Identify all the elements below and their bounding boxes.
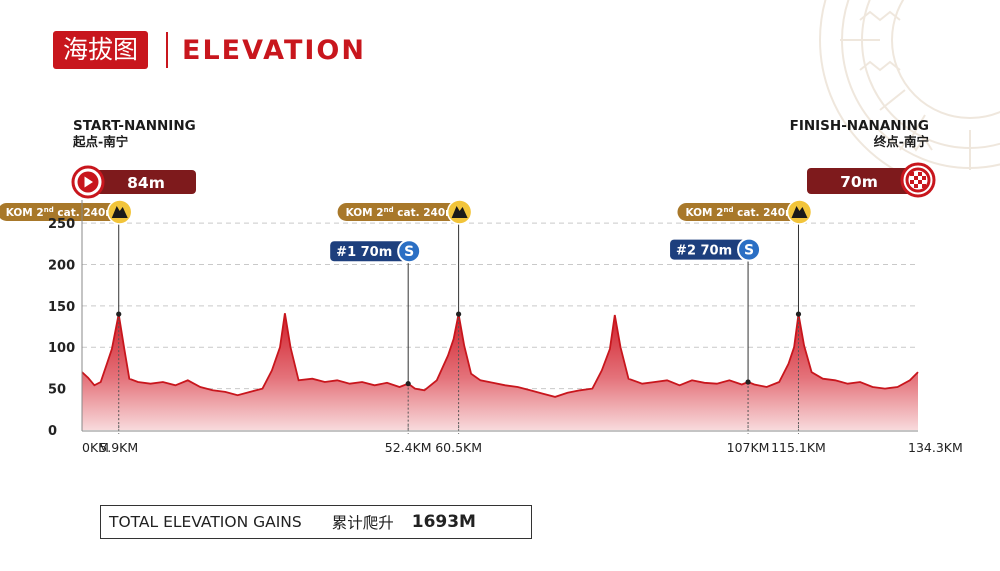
kom-point: [795, 311, 802, 317]
kom-label-pill: [0, 202, 120, 221]
start-label-cn: 起点-南宁: [73, 134, 129, 149]
kom-label-text: KOM 2nd cat. 240m: [6, 206, 117, 219]
checker-square: [922, 172, 926, 176]
finish-label-en: FINISH-NANANING: [789, 118, 929, 134]
kom-label-text: KOM 2nd cat. 240m: [346, 206, 457, 219]
total-elevation-box: TOTAL ELEVATION GAINS 累计爬升 1693M: [100, 505, 532, 539]
checker-square: [918, 180, 922, 184]
checker-ring: [905, 167, 931, 193]
start-elevation: 84m: [127, 174, 165, 192]
y-tick-label: 0: [48, 424, 57, 439]
elevation-line: [81, 313, 919, 398]
mountain-glyph: [451, 205, 468, 218]
checker-square: [918, 184, 922, 188]
sprint-label-pill: [670, 239, 749, 260]
x-tick-label: 60.5KM: [435, 440, 482, 455]
title-divider: [166, 32, 169, 68]
finish-badge-bar: [807, 168, 921, 194]
y-tick-label: 200: [48, 258, 75, 273]
checker-square: [914, 184, 918, 188]
y-tick-label: 100: [48, 341, 75, 356]
kom-point: [116, 311, 122, 317]
title-chinese: 海拔图: [53, 31, 149, 69]
checkered-flag-icon: [905, 167, 931, 193]
checker-square: [914, 172, 918, 176]
header: 海拔图 ELEVATION: [53, 31, 366, 69]
sprint-s-icon: [737, 237, 762, 262]
mountain-glyph: [111, 205, 128, 218]
start-badge: 84m: [71, 165, 196, 199]
checker-square: [914, 180, 918, 184]
x-tick-label: 107KM: [727, 440, 770, 455]
finish-badge: 70m: [807, 162, 936, 198]
mountain-glyph: [791, 205, 808, 218]
sprint-label-pill: [330, 241, 409, 262]
y-tick-label: 50: [48, 383, 66, 398]
elevation-area: [82, 313, 918, 430]
kom-label-pill: [677, 202, 800, 221]
x-tick-label: 0KM: [82, 440, 109, 455]
title-english: ELEVATION: [182, 34, 366, 66]
checker-square: [910, 172, 914, 176]
start-label: START-NANNING 起点-南宁: [73, 118, 196, 150]
sprint-point: [405, 381, 411, 387]
finish-elevation: 70m: [840, 173, 878, 191]
checker-square: [918, 176, 922, 180]
y-tick-label: 150: [48, 300, 75, 315]
checker-square: [910, 176, 914, 180]
sprint-point: [745, 379, 751, 385]
x-tick-label: 5.9KM: [99, 440, 138, 455]
start-badge-bar: [80, 170, 196, 194]
sprint-s-icon: [397, 239, 422, 264]
x-tick-label: 134.3KM: [908, 440, 963, 455]
play-icon-glyph: [84, 176, 93, 188]
kom-point: [456, 311, 462, 317]
checker-square: [910, 180, 914, 184]
finish-label-cn: 终点-南宁: [873, 134, 929, 149]
checker-square: [910, 184, 914, 188]
sprint-label-text: #1 70m: [336, 245, 392, 260]
sprint-s-glyph: S: [744, 243, 754, 259]
kom-label-text: KOM 2nd cat. 240m: [685, 206, 796, 219]
y-tick-label: 250: [48, 217, 75, 232]
x-tick-label: 52.4KM: [385, 440, 432, 455]
total-label-cn: 累计爬升: [331, 514, 394, 532]
sprint-label-text: #2 70m: [676, 244, 732, 259]
x-tick-label: 115.1KM: [771, 440, 826, 455]
watermark-decoration: [760, 0, 1000, 170]
checker-square: [922, 180, 926, 184]
total-value: 1693M: [411, 512, 476, 532]
total-label-en: TOTAL ELEVATION GAINS: [109, 513, 302, 531]
start-label-en: START-NANNING: [73, 118, 196, 134]
checker-square: [914, 176, 918, 180]
finish-label: FINISH-NANANING 终点-南宁: [790, 118, 929, 150]
kom-label-pill: [337, 202, 460, 221]
checker-square: [922, 176, 926, 180]
checker-square: [922, 184, 926, 188]
sprint-s-glyph: S: [404, 244, 414, 260]
checker-square: [918, 172, 922, 176]
